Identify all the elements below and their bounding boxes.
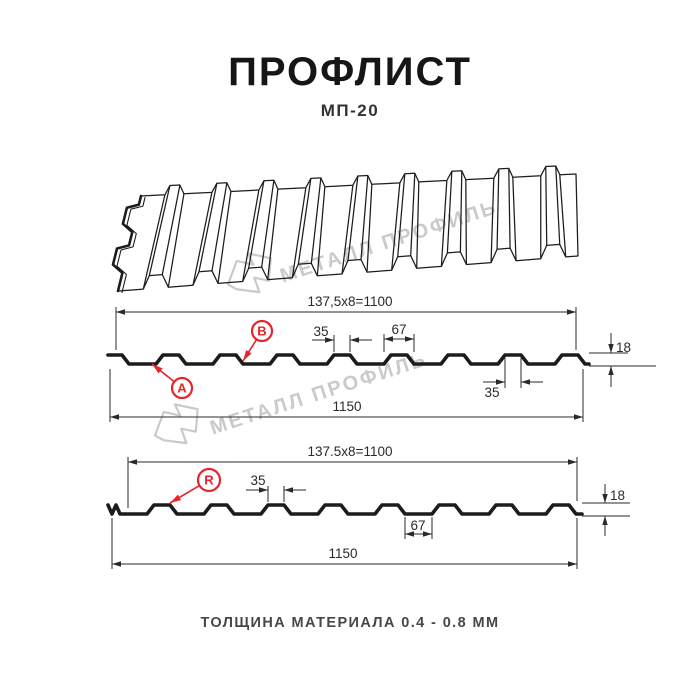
section-r: 137.5x8=1100 1150 35 67 18 R [106, 444, 630, 569]
marker-a: A [177, 381, 187, 396]
line [316, 186, 326, 276]
line [559, 174, 567, 257]
line [512, 177, 517, 261]
sheet-3d-view [111, 165, 579, 294]
line [167, 193, 185, 288]
line [310, 177, 322, 264]
module-width-label-a: 137,5x8=1100 [308, 294, 393, 309]
logo-outline [153, 403, 199, 445]
marker-circle [250, 319, 274, 343]
line [161, 184, 181, 275]
arrowhead-icon [608, 344, 614, 353]
line [267, 189, 279, 280]
metal-profil-logo-icon [226, 252, 272, 294]
arrowhead-icon [567, 309, 576, 315]
line [297, 178, 312, 265]
sheet-cut-edge [111, 194, 143, 293]
sheet-cut-edge-inner [116, 196, 146, 294]
line [496, 168, 500, 250]
line [248, 180, 265, 269]
arrowhead-icon [568, 459, 577, 465]
line [341, 185, 354, 275]
height-label-a: 18 [616, 340, 631, 355]
line [416, 181, 420, 269]
arrowhead-icon [608, 366, 614, 375]
module-width-label-r: 137.5x8=1100 [308, 444, 393, 459]
arrowhead-icon [602, 494, 608, 503]
marker-circle [196, 467, 222, 493]
arrowhead-icon [152, 364, 163, 374]
full-width-label-a: 1150 [332, 399, 361, 414]
line [192, 192, 213, 286]
line [391, 182, 401, 271]
arrowhead-icon [384, 336, 393, 342]
arrowhead-icon [496, 379, 505, 385]
arrowhead-icon [284, 487, 293, 493]
line [211, 182, 228, 271]
arrowhead-icon [243, 349, 252, 361]
line [446, 171, 453, 253]
arrowhead-icon [112, 561, 121, 567]
dim-label: 35 [313, 324, 328, 339]
marker-b: B [257, 324, 266, 339]
arrowhead-icon [259, 487, 268, 493]
valley-label-r: 67 [410, 518, 425, 533]
line [575, 173, 579, 257]
marker-r: R [204, 473, 214, 488]
line [465, 179, 468, 265]
logo-outline [226, 252, 272, 294]
page-title: ПРОФЛИСТ [228, 50, 472, 94]
arrowhead-icon [602, 516, 608, 525]
arrowhead-icon [568, 561, 577, 567]
profile-r-cross-section [106, 503, 584, 516]
line [142, 194, 166, 290]
sheet-back-edge [140, 165, 577, 197]
line [242, 189, 260, 282]
arrowhead-icon [405, 531, 414, 537]
arrowhead-icon [110, 414, 119, 420]
arrowhead-icon [423, 531, 432, 537]
line [198, 183, 218, 272]
arrowhead-icon [170, 494, 182, 503]
arrowhead-icon [574, 414, 583, 420]
dim-label: 35 [484, 385, 499, 400]
arrowhead-icon [350, 337, 359, 343]
line [366, 184, 373, 273]
dim-label: 35 [250, 473, 265, 488]
line [360, 175, 369, 260]
rib-base-label-a: 67 [391, 322, 406, 337]
line [555, 165, 561, 245]
thickness-caption: ТОЛЩИНА МАТЕРИАЛА 0.4 - 0.8 ММ [200, 615, 500, 631]
line [490, 178, 495, 263]
line [148, 185, 171, 276]
line [397, 173, 406, 257]
line [291, 187, 307, 278]
sheet-front-edge [117, 243, 579, 292]
height-label-r: 18 [610, 488, 625, 503]
full-width-label-r: 1150 [328, 546, 357, 561]
arrowhead-icon [405, 336, 414, 342]
arrowhead-icon [325, 337, 334, 343]
line [545, 166, 548, 246]
profile-a-cross-section [106, 353, 591, 366]
marker-circle [170, 376, 194, 400]
profile-model-label: МП-20 [320, 101, 380, 120]
arrowhead-icon [521, 379, 530, 385]
line [217, 191, 232, 284]
section-a: 137,5x8=1100 1150 35 67 35 18 B A [106, 294, 656, 422]
line [440, 180, 448, 267]
line [261, 180, 275, 268]
arrowhead-icon [128, 459, 137, 465]
line [459, 170, 463, 252]
line [347, 175, 359, 261]
line [410, 173, 416, 256]
line [508, 168, 511, 249]
metal-profil-logo-icon [153, 403, 199, 445]
arrowhead-icon [116, 309, 125, 315]
